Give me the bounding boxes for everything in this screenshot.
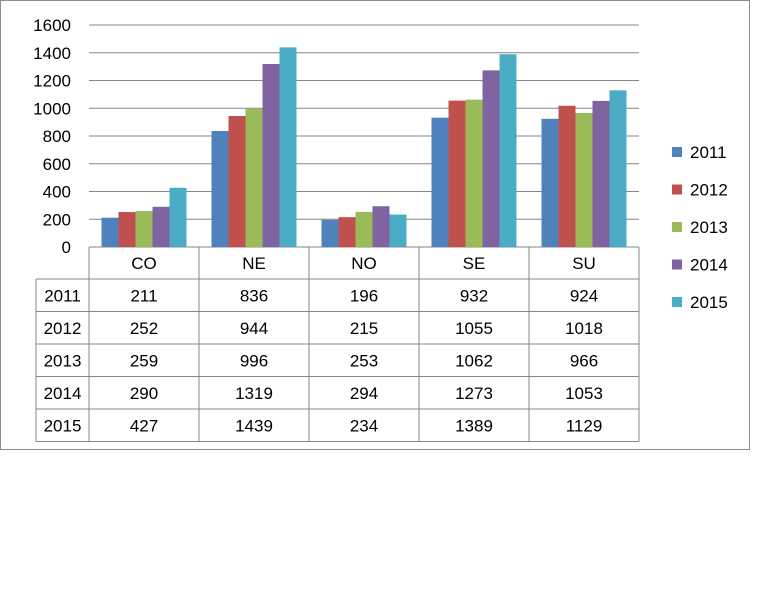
legend-label: 2014 — [690, 256, 728, 275]
table-cell: 1053 — [565, 384, 603, 403]
bar — [279, 47, 297, 248]
bar — [389, 214, 407, 247]
table-cell: 1129 — [566, 416, 603, 435]
bar — [245, 108, 263, 248]
y-tick-label: 600 — [43, 155, 71, 174]
y-tick-label: 0 — [62, 238, 71, 257]
table-row-header: 2013 — [44, 351, 82, 370]
table-row-header: 2011 — [44, 286, 81, 305]
legend-swatch — [672, 184, 682, 195]
chart-canvas: 0 200 400 600 800 1000 1200 1400 1600 CO NE NO SE SU 2… — [33, 16, 728, 442]
table-cell: 932 — [460, 286, 488, 305]
table-cell: 290 — [130, 384, 158, 403]
y-tick-label: 1000 — [33, 99, 71, 118]
table-row-header: 2014 — [44, 384, 82, 403]
legend-swatch — [672, 147, 682, 157]
table-cell: 211 — [130, 286, 157, 305]
bar — [169, 187, 187, 247]
table-row-header: 2015 — [44, 416, 82, 435]
bar — [228, 116, 246, 248]
bar — [211, 131, 229, 247]
table-cell: 1018 — [565, 319, 603, 338]
legend-label: 2013 — [690, 218, 728, 237]
category-label: NE — [242, 254, 266, 273]
bar — [482, 70, 500, 247]
table-cell: 215 — [350, 319, 378, 338]
legend-label: 2012 — [690, 181, 728, 200]
table-cell: 196 — [350, 286, 378, 305]
legend-label: 2015 — [690, 293, 728, 312]
y-tick-label: 1200 — [33, 72, 71, 91]
bar — [321, 219, 339, 247]
table-cell: 234 — [350, 416, 378, 435]
table-cell: 924 — [570, 286, 598, 305]
bar — [355, 211, 373, 247]
table-cell: 259 — [130, 351, 158, 370]
bar — [499, 54, 517, 248]
table-cell: 253 — [350, 351, 378, 370]
table-row-header: 2012 — [44, 319, 82, 338]
bar — [541, 118, 559, 247]
legend-swatch — [672, 222, 682, 232]
table-cell: 427 — [130, 416, 158, 435]
chart-frame: 0 200 400 600 800 1000 1200 1400 1600 CO NE NO SE SU 2… — [0, 0, 750, 450]
bar — [609, 90, 627, 247]
table-cell: 836 — [240, 286, 268, 305]
table-cell: 1055 — [455, 319, 493, 338]
bar — [152, 206, 170, 247]
table-cell: 252 — [130, 319, 158, 338]
table-cell: 294 — [350, 384, 378, 403]
bar — [135, 211, 153, 247]
y-tick-label: 800 — [43, 127, 71, 146]
bar — [431, 117, 449, 247]
y-tick-label: 1600 — [33, 16, 71, 35]
bar — [338, 217, 356, 247]
bar — [558, 105, 576, 247]
bar — [448, 100, 466, 248]
bar — [118, 212, 136, 247]
y-tick-label: 400 — [43, 183, 71, 202]
y-tick-label: 1400 — [33, 44, 71, 63]
table-cell: 1062 — [455, 351, 493, 370]
table-cell: 944 — [240, 319, 268, 338]
bar — [465, 99, 483, 248]
category-label: SE — [463, 254, 486, 273]
legend-label: 2011 — [690, 143, 727, 162]
table-cell: 966 — [570, 351, 598, 370]
bar — [372, 206, 390, 247]
legend-swatch — [672, 259, 682, 270]
category-label: CO — [131, 254, 157, 273]
bar — [592, 100, 610, 248]
bar — [262, 63, 280, 247]
table-cell: 1319 — [235, 384, 273, 403]
legend-swatch — [672, 297, 682, 307]
y-tick-label: 200 — [43, 210, 71, 229]
table-cell: 1439 — [235, 416, 273, 435]
table-cell: 1273 — [455, 384, 493, 403]
category-label: NO — [351, 254, 377, 273]
category-label: SU — [572, 254, 596, 273]
bar — [575, 112, 593, 247]
bar — [101, 217, 119, 247]
table-cell: 1389 — [455, 416, 493, 435]
table-cell: 996 — [240, 351, 268, 370]
